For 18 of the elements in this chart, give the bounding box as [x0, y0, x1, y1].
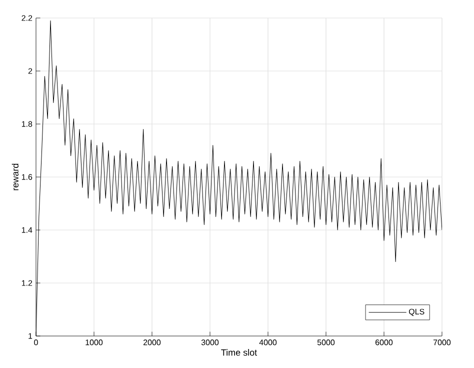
legend-label: QLS [408, 308, 424, 316]
x-axis-title: Time slot [221, 349, 257, 356]
y-tick-label: 1.4 [22, 227, 32, 233]
x-tick-label: 1000 [86, 340, 103, 346]
x-tick-label: 5000 [317, 340, 335, 346]
x-tick-label: 2000 [144, 340, 161, 346]
y-tick-label: 1.2 [22, 280, 32, 286]
x-tick-label: 0 [34, 340, 38, 346]
x-tick-label: 7000 [434, 340, 451, 346]
y-tick-label: 1.6 [22, 174, 32, 180]
x-tick-label: 6000 [376, 340, 393, 346]
x-tick-label: 3000 [201, 340, 219, 346]
y-tick-label: 1.8 [22, 121, 32, 127]
y-tick-label: 2.2 [22, 15, 32, 21]
x-tick-label: 4000 [259, 340, 277, 346]
y-tick-label: 1 [28, 333, 32, 339]
y-axis-title: reward [12, 164, 18, 190]
y-tick-label: 2 [28, 68, 32, 74]
